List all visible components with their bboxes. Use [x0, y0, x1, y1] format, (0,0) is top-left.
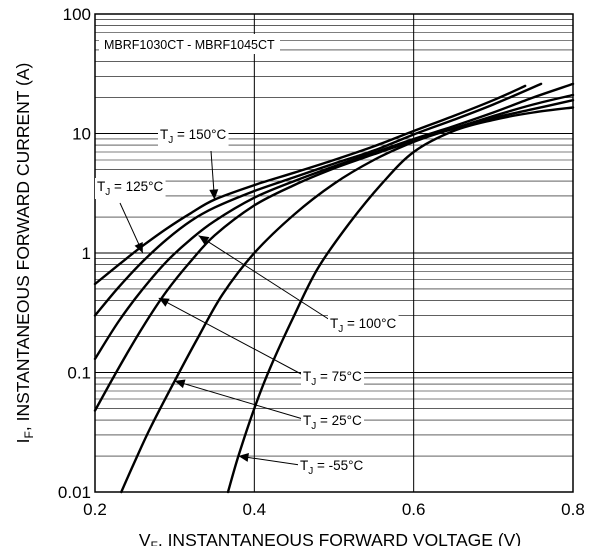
chart-title-box: MBRF1030CT - MBRF1045CT — [99, 34, 280, 54]
series-label-1: TJ = 125°C — [97, 179, 164, 198]
series-label-5: TJ = -55°C — [300, 458, 364, 477]
series-line-2 — [93, 82, 575, 361]
plot-frame — [94, 13, 574, 493]
label-leader-line — [238, 455, 301, 466]
y-tick-label: 0.1 — [67, 364, 91, 383]
tick-labels: 0.01 0.1 1 10 100 0.2 0.4 0.6 0.8 — [58, 5, 585, 519]
x-tick-label: 0.6 — [402, 500, 426, 519]
series-labels: TJ = 150°C TJ = 125°C TJ = 100°C TJ = 75°C T… — [95, 126, 399, 478]
x-axis-label: VF, INSTANTANEOUS FORWARD VOLTAGE (V) — [139, 530, 521, 546]
series-line-4 — [120, 99, 575, 494]
arrow-head — [174, 379, 186, 389]
x-tick-label: 0.2 — [83, 500, 107, 519]
label-leader-line — [174, 380, 304, 420]
series-label-4: TJ = 25°C — [303, 413, 362, 432]
y-tick-label: 1 — [82, 244, 91, 263]
y-tick-label: 10 — [72, 125, 91, 144]
x-tick-label: 0.8 — [561, 500, 585, 519]
arrow-head — [209, 189, 219, 200]
arrow-head — [198, 235, 210, 245]
series-line-0 — [93, 84, 527, 286]
series-line-5 — [226, 106, 575, 494]
label-leader-line — [198, 235, 331, 321]
series-line-1 — [93, 82, 543, 317]
y-tick-label: 100 — [63, 5, 91, 24]
series-label-3: TJ = 75°C — [303, 369, 362, 388]
chart-title: MBRF1030CT - MBRF1045CT — [104, 38, 275, 52]
label-leader-line — [158, 297, 304, 376]
arrow-head — [134, 242, 143, 253]
y-axis-label: IF, INSTANTANEOUS FORWARD CURRENT (A) — [13, 63, 36, 444]
y-tick-label: 0.01 — [58, 483, 91, 502]
series-curves — [93, 82, 575, 494]
series-label-2: TJ = 100°C — [330, 316, 397, 335]
x-tick-label: 0.4 — [243, 500, 267, 519]
arrow-head — [238, 453, 249, 462]
arrow-head — [158, 298, 170, 307]
series-label-0: TJ = 150°C — [160, 127, 227, 146]
